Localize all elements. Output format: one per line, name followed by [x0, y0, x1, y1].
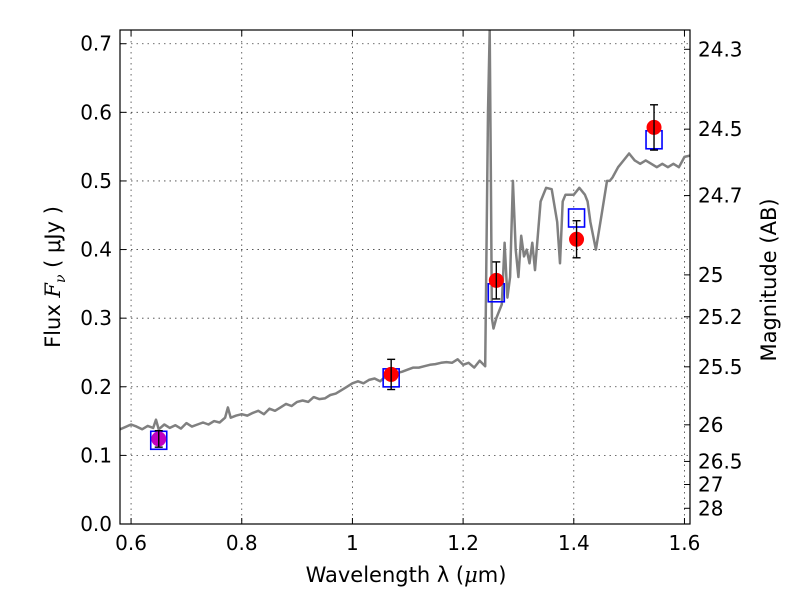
y2-tick-label: 24.5: [698, 117, 743, 141]
spectrum-series: [120, 30, 690, 431]
y2-tick-label: 26: [698, 413, 723, 437]
x-tick-label: 1: [346, 531, 359, 555]
y2-tick-label: 24.7: [698, 184, 743, 208]
y-tick-label: 0.7: [80, 32, 112, 56]
observed-flux-series: [151, 104, 662, 448]
y2-tick-label: 24.3: [698, 37, 743, 61]
axis-ticks: 0.6 0.8 1 1.2 1.4 1.6 0.0 0.1 0.2 0.3 0.4 0.5 0.6 0.7…: [80, 30, 743, 555]
grid: [120, 30, 690, 525]
x-tick-label: 1.4: [558, 531, 590, 555]
plot-frame: [119, 29, 691, 525]
y2-tick-label: 28: [698, 496, 723, 520]
y-tick-label: 0.2: [80, 375, 112, 399]
y2-tick-label: 25.2: [698, 305, 743, 329]
x-tick-label: 1.6: [669, 531, 701, 555]
y-tick-label: 0.4: [80, 238, 112, 262]
y-tick-label: 0.3: [80, 306, 112, 330]
x-axis-title: Wavelength λ (μm): [306, 563, 507, 587]
spectrum-line: [120, 30, 690, 431]
x-tick-label: 0.6: [115, 531, 147, 555]
y2-tick-label: 25: [698, 263, 723, 287]
y-axis-title: Flux Fν ( μJy ): [41, 206, 69, 348]
y-tick-label: 0.6: [80, 100, 112, 124]
y-tick-label: 0.0: [80, 512, 112, 536]
x-tick-label: 1.2: [447, 531, 479, 555]
y2-tick-label: 27: [698, 473, 723, 497]
y2-tick-label: 25.5: [698, 355, 743, 379]
x-tick-label: 0.8: [226, 531, 258, 555]
y-tick-label: 0.5: [80, 169, 112, 193]
y2-axis-title: Magnitude (AB): [757, 198, 781, 361]
model-band-flux-series: [149, 129, 663, 451]
y2-tick-label: 26.5: [698, 449, 743, 473]
y-tick-label: 0.1: [80, 443, 112, 467]
